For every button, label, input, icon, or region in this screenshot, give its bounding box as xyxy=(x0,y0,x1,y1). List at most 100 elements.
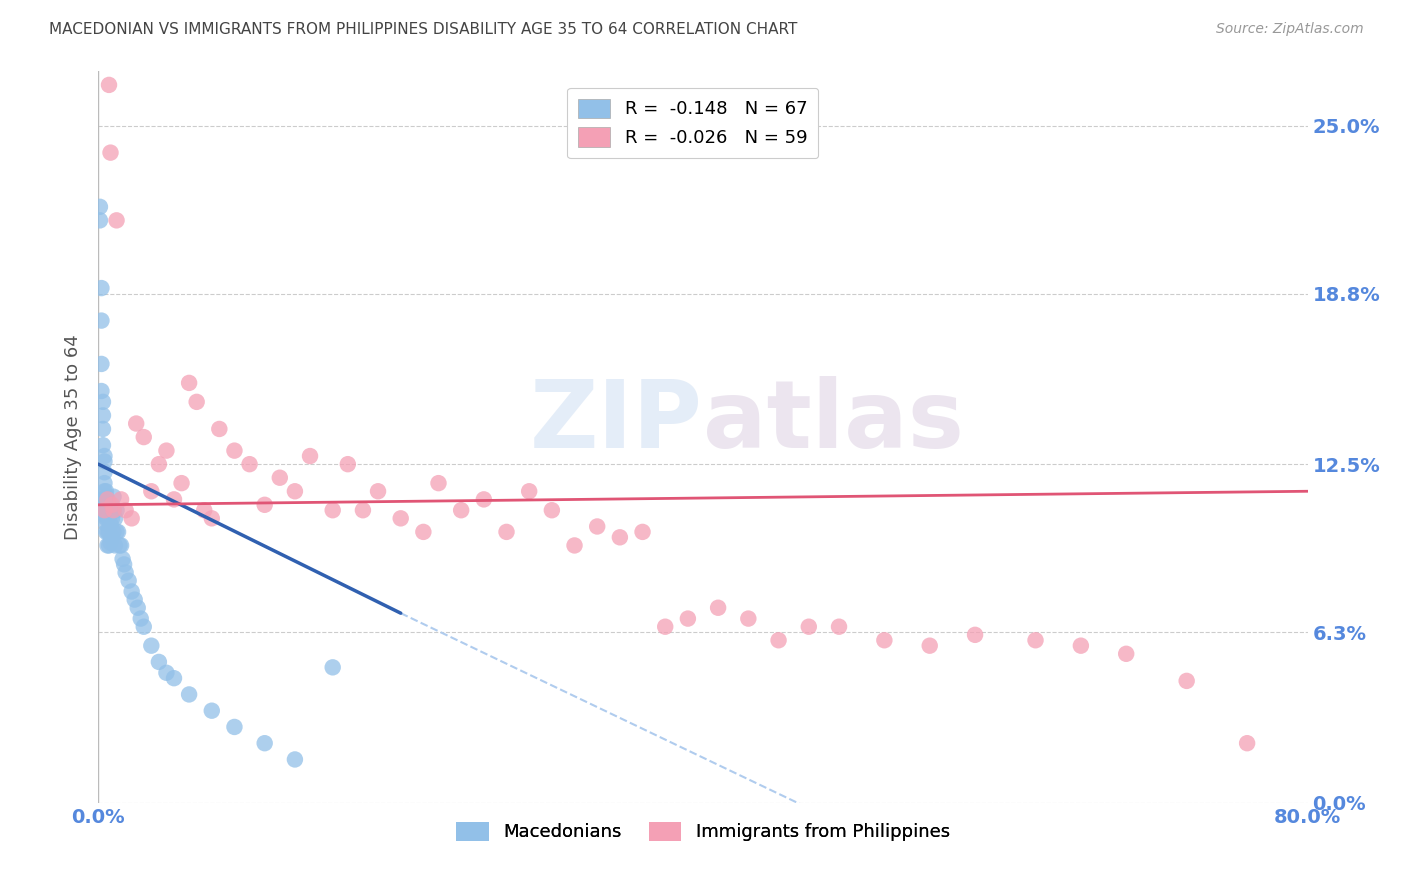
Point xyxy=(89,213,111,227)
Point xyxy=(148,655,170,669)
Point xyxy=(103,524,125,539)
Point xyxy=(90,281,112,295)
Point xyxy=(96,511,118,525)
Point xyxy=(94,516,117,531)
Point xyxy=(367,484,389,499)
Point xyxy=(101,530,124,544)
Point xyxy=(91,422,114,436)
Point xyxy=(125,417,148,431)
Point xyxy=(132,430,155,444)
Point xyxy=(110,538,132,552)
Point xyxy=(163,671,186,685)
Point xyxy=(389,511,412,525)
Point xyxy=(132,620,155,634)
Point xyxy=(103,503,125,517)
Point xyxy=(101,511,124,525)
Point xyxy=(193,503,215,517)
Point xyxy=(155,443,177,458)
Point xyxy=(322,660,344,674)
Point xyxy=(564,538,586,552)
Point xyxy=(1115,647,1137,661)
Point xyxy=(1070,639,1092,653)
Point xyxy=(472,492,495,507)
Point xyxy=(104,538,127,552)
Point xyxy=(540,503,562,517)
Point xyxy=(284,752,307,766)
Point xyxy=(224,443,246,458)
Point xyxy=(91,409,114,423)
Point xyxy=(224,720,246,734)
Point xyxy=(828,620,851,634)
Point xyxy=(179,376,201,390)
Point xyxy=(93,484,115,499)
Point xyxy=(768,633,790,648)
Point xyxy=(89,200,111,214)
Point xyxy=(737,611,759,625)
Point xyxy=(269,471,291,485)
Point xyxy=(91,395,114,409)
Point xyxy=(179,688,201,702)
Point xyxy=(93,449,115,463)
Point xyxy=(654,620,676,634)
Point xyxy=(586,519,609,533)
Point xyxy=(101,498,124,512)
Point xyxy=(797,620,820,634)
Point xyxy=(427,476,450,491)
Point xyxy=(98,538,121,552)
Point xyxy=(148,457,170,471)
Point xyxy=(100,535,122,549)
Point xyxy=(96,538,118,552)
Y-axis label: Disability Age 35 to 64: Disability Age 35 to 64 xyxy=(65,334,83,540)
Point xyxy=(98,508,121,523)
Point xyxy=(96,492,118,507)
Point xyxy=(93,503,115,517)
Point xyxy=(100,516,122,531)
Point xyxy=(918,639,941,653)
Point xyxy=(155,665,177,680)
Point xyxy=(94,503,117,517)
Point xyxy=(93,465,115,479)
Text: Source: ZipAtlas.com: Source: ZipAtlas.com xyxy=(1216,22,1364,37)
Point xyxy=(299,449,322,463)
Point xyxy=(114,503,136,517)
Point xyxy=(676,611,699,625)
Text: atlas: atlas xyxy=(703,376,965,468)
Point xyxy=(1024,633,1046,648)
Point xyxy=(412,524,434,539)
Point xyxy=(90,384,112,398)
Point xyxy=(352,503,374,517)
Point xyxy=(239,457,262,471)
Point xyxy=(94,524,117,539)
Point xyxy=(107,524,129,539)
Point xyxy=(253,736,276,750)
Point xyxy=(609,530,631,544)
Point xyxy=(100,503,122,517)
Point xyxy=(450,503,472,517)
Point xyxy=(93,454,115,468)
Point xyxy=(114,566,136,580)
Legend: Macedonians, Immigrants from Philippines: Macedonians, Immigrants from Philippines xyxy=(449,814,957,848)
Point xyxy=(121,511,143,525)
Point xyxy=(112,558,135,572)
Point xyxy=(105,524,128,539)
Point xyxy=(127,600,149,615)
Point xyxy=(517,484,540,499)
Point xyxy=(93,476,115,491)
Point xyxy=(110,492,132,507)
Point xyxy=(93,492,115,507)
Point xyxy=(121,584,143,599)
Point xyxy=(141,484,163,499)
Point xyxy=(104,511,127,525)
Point xyxy=(201,704,224,718)
Point xyxy=(170,476,193,491)
Point xyxy=(94,498,117,512)
Point xyxy=(96,492,118,507)
Point xyxy=(108,538,131,552)
Point xyxy=(631,524,654,539)
Point xyxy=(98,524,121,539)
Point xyxy=(103,490,125,504)
Text: ZIP: ZIP xyxy=(530,376,703,468)
Point xyxy=(111,552,134,566)
Point xyxy=(322,503,344,517)
Point xyxy=(208,422,231,436)
